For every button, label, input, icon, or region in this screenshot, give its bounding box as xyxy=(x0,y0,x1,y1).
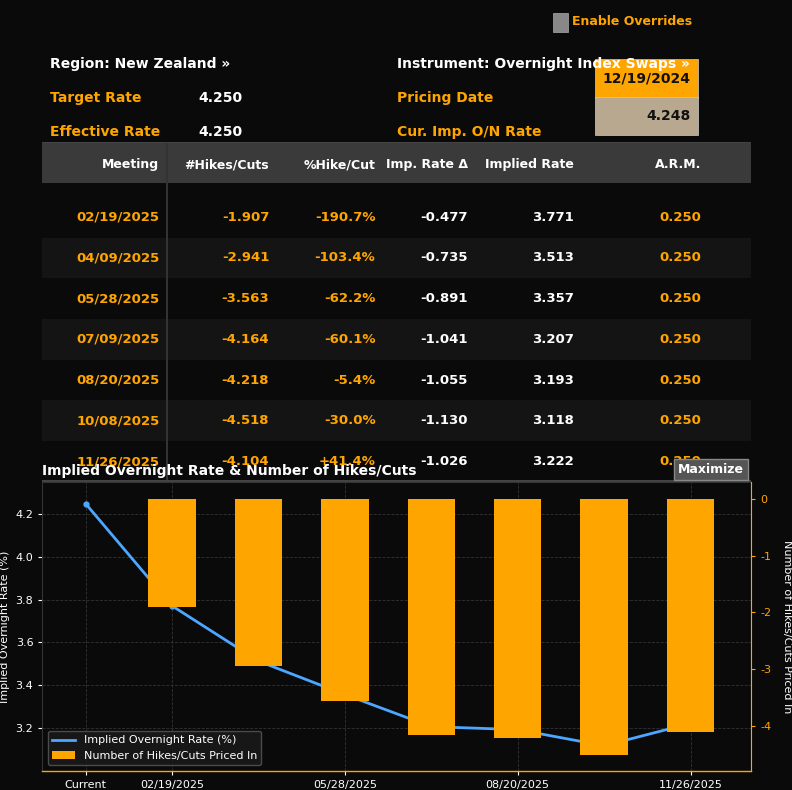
Bar xyxy=(408,498,455,735)
Text: Implied Overnight Rate & Number of Hikes/Cuts: Implied Overnight Rate & Number of Hikes… xyxy=(43,464,417,478)
Bar xyxy=(148,498,196,607)
Text: 07/09/2025: 07/09/2025 xyxy=(76,333,159,346)
Text: 02/19/2025: 02/19/2025 xyxy=(76,211,159,224)
Bar xyxy=(494,498,542,738)
Text: 0.250: 0.250 xyxy=(660,455,702,468)
Text: -4.518: -4.518 xyxy=(222,414,269,427)
FancyBboxPatch shape xyxy=(595,96,698,134)
Text: Cur. Imp. O/N Rate: Cur. Imp. O/N Rate xyxy=(397,125,541,138)
Bar xyxy=(166,143,168,482)
Bar xyxy=(43,359,751,401)
Text: 0.250: 0.250 xyxy=(660,211,702,224)
Text: -0.891: -0.891 xyxy=(420,292,467,305)
Text: -0.735: -0.735 xyxy=(420,251,467,265)
Text: -4.104: -4.104 xyxy=(222,455,269,468)
Text: -2.941: -2.941 xyxy=(222,251,269,265)
Bar xyxy=(43,197,751,238)
Bar xyxy=(43,441,751,482)
Text: -1.026: -1.026 xyxy=(420,455,467,468)
FancyBboxPatch shape xyxy=(595,59,698,97)
Text: 3.118: 3.118 xyxy=(532,414,574,427)
Y-axis label: Implied Overnight Rate (%): Implied Overnight Rate (%) xyxy=(0,550,10,702)
Text: 4.248: 4.248 xyxy=(646,108,691,122)
Bar xyxy=(43,141,751,143)
Text: A.R.M.: A.R.M. xyxy=(655,158,702,171)
Text: 3.513: 3.513 xyxy=(532,251,574,265)
Text: -60.1%: -60.1% xyxy=(324,333,375,346)
Text: %Hike/Cut: %Hike/Cut xyxy=(303,158,375,171)
Text: Maximize: Maximize xyxy=(678,463,744,476)
Text: -4.218: -4.218 xyxy=(222,374,269,386)
Text: Effective Rate: Effective Rate xyxy=(50,125,160,138)
Text: -30.0%: -30.0% xyxy=(324,414,375,427)
Text: -5.4%: -5.4% xyxy=(333,374,375,386)
Text: 4.250: 4.250 xyxy=(198,91,242,104)
Bar xyxy=(234,498,282,666)
Bar xyxy=(43,278,751,319)
Text: -62.2%: -62.2% xyxy=(324,292,375,305)
Text: 3.357: 3.357 xyxy=(532,292,574,305)
Bar xyxy=(667,498,714,732)
Bar xyxy=(43,238,751,278)
Text: Enable Overrides: Enable Overrides xyxy=(573,15,692,28)
Text: -103.4%: -103.4% xyxy=(314,251,375,265)
Legend: Implied Overnight Rate (%), Number of Hikes/Cuts Priced In: Implied Overnight Rate (%), Number of Hi… xyxy=(48,731,261,766)
Text: -190.7%: -190.7% xyxy=(315,211,375,224)
Text: 3.207: 3.207 xyxy=(532,333,574,346)
Text: 12/19/2024: 12/19/2024 xyxy=(603,71,691,85)
Text: Imp. Rate Δ: Imp. Rate Δ xyxy=(386,158,467,171)
Text: Pricing Date: Pricing Date xyxy=(397,91,493,104)
Text: -1.055: -1.055 xyxy=(421,374,467,386)
Text: 04/09/2025: 04/09/2025 xyxy=(76,251,159,265)
Text: #Hikes/Cuts: #Hikes/Cuts xyxy=(185,158,269,171)
Text: Implied Rate: Implied Rate xyxy=(485,158,574,171)
Text: 10/08/2025: 10/08/2025 xyxy=(76,414,159,427)
Text: +41.4%: +41.4% xyxy=(318,455,375,468)
Text: 05/28/2025: 05/28/2025 xyxy=(76,292,159,305)
Bar xyxy=(43,143,751,183)
Text: -1.907: -1.907 xyxy=(222,211,269,224)
Text: 3.771: 3.771 xyxy=(532,211,574,224)
Text: -0.477: -0.477 xyxy=(420,211,467,224)
Text: Region: New Zealand »: Region: New Zealand » xyxy=(50,58,230,71)
Text: -3.563: -3.563 xyxy=(222,292,269,305)
Bar xyxy=(321,498,368,701)
Text: Meeting: Meeting xyxy=(102,158,159,171)
Text: Target Rate: Target Rate xyxy=(50,91,141,104)
Text: 08/20/2025: 08/20/2025 xyxy=(76,374,159,386)
Bar xyxy=(43,480,751,482)
Text: 0.250: 0.250 xyxy=(660,292,702,305)
Text: -1.041: -1.041 xyxy=(420,333,467,346)
Text: Instrument: Overnight Index Swaps »: Instrument: Overnight Index Swaps » xyxy=(397,58,690,71)
Y-axis label: Number of Hikes/Cuts Priced In: Number of Hikes/Cuts Priced In xyxy=(782,540,792,713)
Text: 0.250: 0.250 xyxy=(660,374,702,386)
Text: 0.250: 0.250 xyxy=(660,414,702,427)
Text: 3.222: 3.222 xyxy=(532,455,574,468)
Bar xyxy=(581,498,628,755)
Text: -1.130: -1.130 xyxy=(420,414,467,427)
Text: -4.164: -4.164 xyxy=(222,333,269,346)
Text: 4.250: 4.250 xyxy=(198,125,242,138)
Text: 0.250: 0.250 xyxy=(660,251,702,265)
Text: 11/26/2025: 11/26/2025 xyxy=(76,455,159,468)
Bar xyxy=(553,13,568,32)
Bar xyxy=(43,319,751,359)
Bar xyxy=(43,401,751,441)
Text: 0.250: 0.250 xyxy=(660,333,702,346)
Text: 3.193: 3.193 xyxy=(532,374,574,386)
